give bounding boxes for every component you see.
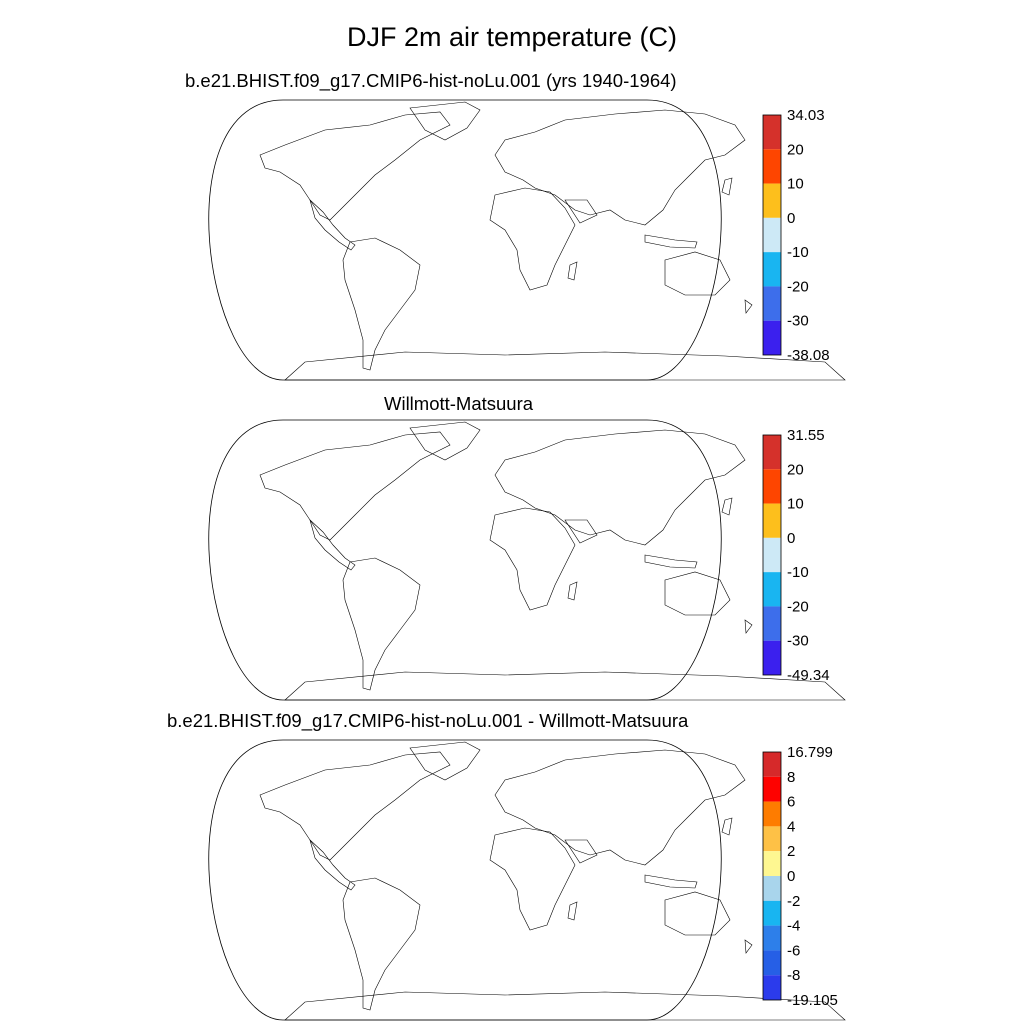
map-panel-1 — [208, 99, 846, 381]
colorbar-outline — [762, 434, 782, 676]
land-shading — [260, 422, 845, 700]
panel-2-title: Willmott-Matsuura — [384, 393, 534, 414]
colorbar-outline — [762, 751, 782, 1001]
colorbar-label: 31.55 — [787, 427, 825, 444]
colorbar-label: 8 — [787, 769, 795, 786]
colorbar-segment — [763, 252, 781, 287]
colorbar-segment — [763, 776, 781, 802]
colorbar-segment — [763, 606, 781, 641]
colorbar-segment — [763, 975, 781, 1000]
colorbar-label: 2 — [787, 843, 795, 860]
colorbar-label: -6 — [787, 942, 800, 959]
colorbar-segment — [763, 950, 781, 976]
colorbar-label: -10 — [787, 244, 809, 261]
colorbar-label: -4 — [787, 918, 800, 935]
colorbar-label: -30 — [787, 313, 809, 330]
colorbar-segment — [763, 217, 781, 253]
colorbar-label: 0 — [787, 530, 795, 547]
map-frame — [208, 419, 722, 701]
colorbar-label: -20 — [787, 598, 809, 615]
colorbar-segment — [763, 925, 781, 951]
colorbar-label: -38.08 — [787, 347, 830, 364]
colorbar-label: 6 — [787, 794, 795, 811]
colorbar-segment — [763, 826, 781, 852]
panel-1-title: b.e21.BHIST.f09_g17.CMIP6-hist-noLu.001 … — [185, 70, 677, 91]
colorbar-segment — [763, 752, 781, 777]
colorbar-segment — [763, 320, 781, 355]
colorbar-segment — [763, 640, 781, 675]
colorbar-3: 16.799 8 6 4 2 0 -2 -4 -6 -8 -19.105 — [762, 744, 838, 1009]
colorbar-segment — [763, 537, 781, 573]
map-panel-3 — [208, 739, 846, 1021]
map-panel-2 — [208, 419, 846, 701]
colorbar-label: 16.799 — [787, 744, 833, 761]
colorbar-outline — [762, 114, 782, 356]
land-shading — [260, 102, 845, 380]
colorbar-label: -49.34 — [787, 667, 830, 684]
colorbar-label: 0 — [787, 210, 795, 227]
colorbar-segment — [763, 503, 781, 538]
colorbar-label: 0 — [787, 868, 795, 885]
colorbar-label: 20 — [787, 141, 804, 158]
land-shading — [260, 742, 845, 1020]
panel-3-title: b.e21.BHIST.f09_g17.CMIP6-hist-noLu.001 … — [167, 710, 689, 731]
colorbar-segment — [763, 286, 781, 321]
colorbar-label: -19.105 — [787, 992, 838, 1009]
colorbar-label: 20 — [787, 461, 804, 478]
colorbar-label: -10 — [787, 564, 809, 581]
colorbar-segment — [763, 435, 781, 470]
colorbar-label: 34.03 — [787, 107, 825, 124]
colorbar-segment — [763, 469, 781, 504]
map-frame — [208, 99, 722, 381]
colorbar-1: 34.03 20 10 0 -10 -20 -30 -38.08 — [762, 107, 830, 364]
colorbar-segment — [763, 183, 781, 218]
map-frame — [208, 739, 722, 1021]
colorbar-label: -8 — [787, 967, 800, 984]
colorbar-label: -20 — [787, 278, 809, 295]
colorbar-2: 31.55 20 10 0 -10 -20 -30 -49.34 — [762, 427, 830, 684]
colorbar-segment — [763, 115, 781, 150]
colorbar-segment — [763, 876, 781, 901]
colorbar-label: -2 — [787, 893, 800, 910]
figure-title: DJF 2m air temperature (C) — [346, 22, 678, 52]
colorbar-label: 10 — [787, 176, 804, 193]
colorbar-segment — [763, 149, 781, 184]
colorbar-segment — [763, 572, 781, 607]
colorbar-segment — [763, 851, 781, 876]
colorbar-label: -30 — [787, 633, 809, 650]
colorbar-label: 10 — [787, 496, 804, 513]
colorbar-label: 4 — [787, 818, 795, 835]
colorbar-segment — [763, 801, 781, 827]
colorbar-segment — [763, 900, 781, 926]
